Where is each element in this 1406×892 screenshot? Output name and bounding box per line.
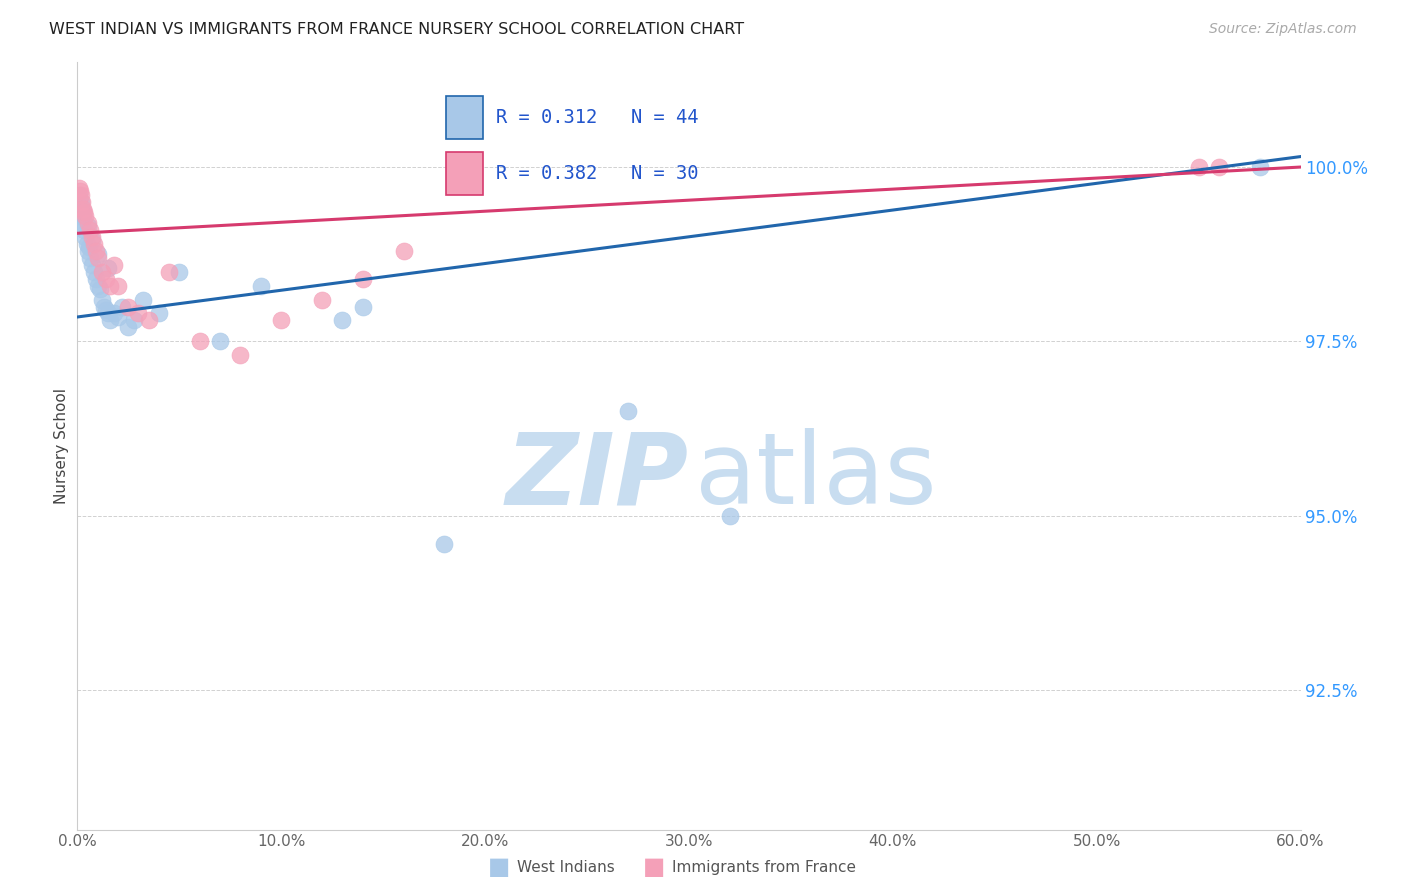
Point xyxy=(107,310,129,324)
Point xyxy=(77,240,100,254)
Point xyxy=(73,205,96,219)
Point xyxy=(83,236,105,251)
Point xyxy=(76,216,98,230)
Point xyxy=(433,536,456,550)
Point xyxy=(75,209,97,223)
Point xyxy=(98,313,121,327)
Point xyxy=(138,313,160,327)
Point xyxy=(72,202,94,216)
Point xyxy=(718,508,741,523)
Point xyxy=(188,334,211,349)
Point xyxy=(1208,160,1230,174)
Point xyxy=(80,233,103,247)
Point xyxy=(1187,160,1209,174)
Point xyxy=(127,306,149,320)
Point xyxy=(270,313,292,327)
Point xyxy=(89,282,111,296)
Point xyxy=(84,244,107,258)
Point xyxy=(90,265,112,279)
Point xyxy=(617,404,640,418)
Point xyxy=(392,244,415,258)
Point xyxy=(70,188,93,202)
Point xyxy=(107,278,129,293)
Point xyxy=(117,300,139,314)
Point xyxy=(94,303,117,318)
Point xyxy=(103,306,125,320)
Point xyxy=(103,258,125,272)
Point xyxy=(79,223,101,237)
Point xyxy=(75,229,97,244)
Point xyxy=(76,219,98,234)
Point xyxy=(80,258,103,272)
Y-axis label: Nursery School: Nursery School xyxy=(53,388,69,504)
Point xyxy=(148,306,170,320)
Point xyxy=(332,313,354,327)
Point xyxy=(76,236,98,251)
Point xyxy=(131,293,153,307)
Point xyxy=(87,247,110,261)
Point xyxy=(229,348,252,362)
Point xyxy=(111,300,134,314)
Point xyxy=(94,271,117,285)
Point xyxy=(70,209,93,223)
Point xyxy=(1249,160,1271,174)
Point xyxy=(157,265,180,279)
Point xyxy=(98,278,121,293)
Point xyxy=(70,194,93,209)
Point xyxy=(72,216,94,230)
Point xyxy=(76,244,98,258)
Point xyxy=(72,209,94,223)
Point xyxy=(69,202,91,216)
Point xyxy=(169,265,191,279)
Point xyxy=(87,278,110,293)
Point xyxy=(84,271,107,285)
Text: ■: ■ xyxy=(488,855,510,879)
Point xyxy=(93,300,115,314)
Point xyxy=(72,205,94,219)
Text: Immigrants from France: Immigrants from France xyxy=(672,860,856,874)
Point xyxy=(208,334,231,349)
Point xyxy=(79,251,101,265)
Point xyxy=(67,188,90,202)
Point xyxy=(90,293,112,307)
Text: WEST INDIAN VS IMMIGRANTS FROM FRANCE NURSERY SCHOOL CORRELATION CHART: WEST INDIAN VS IMMIGRANTS FROM FRANCE NU… xyxy=(49,22,744,37)
Text: ■: ■ xyxy=(643,855,665,879)
Point xyxy=(87,251,110,265)
Point xyxy=(67,194,90,209)
Point xyxy=(69,185,91,199)
Text: Source: ZipAtlas.com: Source: ZipAtlas.com xyxy=(1209,22,1357,37)
Point xyxy=(97,306,120,320)
Point xyxy=(73,223,96,237)
Point xyxy=(83,265,105,279)
Point xyxy=(124,313,146,327)
Point xyxy=(67,181,90,195)
Text: ZIP: ZIP xyxy=(506,428,689,525)
Point xyxy=(117,320,139,334)
Point xyxy=(72,194,94,209)
Point xyxy=(80,229,103,244)
Point xyxy=(352,271,374,285)
Text: West Indians: West Indians xyxy=(517,860,616,874)
Point xyxy=(97,261,120,276)
Point xyxy=(311,293,333,307)
Point xyxy=(352,300,374,314)
Text: atlas: atlas xyxy=(695,428,936,525)
Point xyxy=(250,278,273,293)
